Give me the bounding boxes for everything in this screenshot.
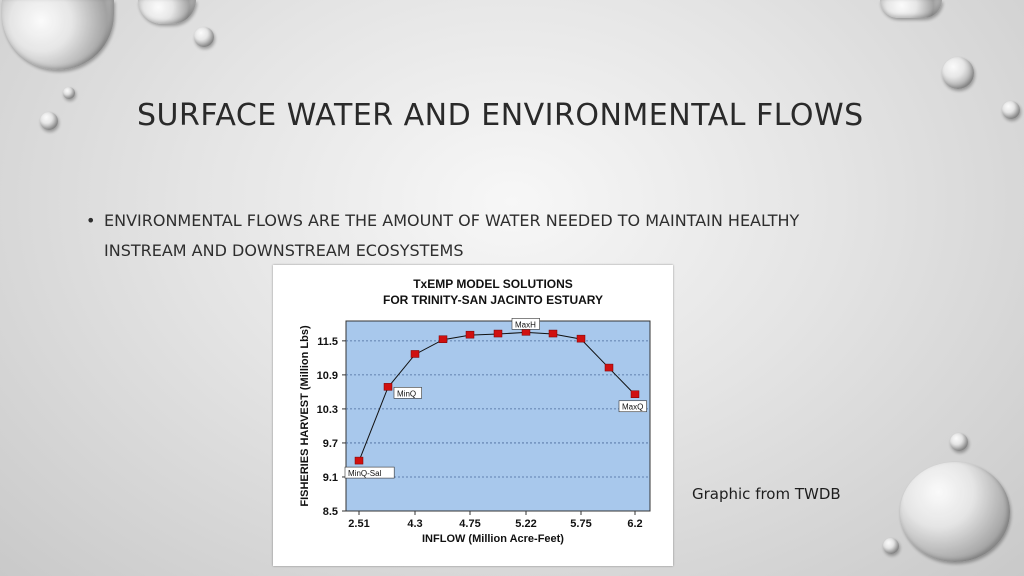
water-drop-decoration: [194, 27, 214, 47]
data-point: [604, 363, 614, 372]
data-point: [465, 330, 475, 339]
annotation-label: MinQ: [397, 389, 416, 398]
bullet-text: ENVIRONMENTAL FLOWS ARE THE AMOUNT OF WA…: [104, 211, 800, 260]
harvest-chart: TxEMP MODEL SOLUTIONS FOR TRINITY-SAN JAC…: [299, 277, 651, 545]
x-axis-label: INFLOW (Million Acre-Feet): [422, 533, 564, 545]
slide-title: SURFACE WATER AND ENVIRONMENTAL FLOWS: [137, 98, 864, 133]
data-point: [410, 350, 420, 358]
y-tick-label: 10.3: [317, 404, 338, 416]
data-point: [493, 329, 503, 338]
data-point: [548, 329, 558, 338]
y-tick-label: 9.1: [323, 472, 338, 484]
water-drop-decoration: [138, 0, 196, 24]
data-point: [354, 456, 364, 465]
annotation-box: [393, 387, 422, 399]
x-tick-label: 2.51: [348, 518, 369, 530]
water-drop-decoration: [942, 57, 974, 89]
water-drop-decoration: [950, 433, 968, 451]
water-drop-decoration: [63, 87, 75, 99]
data-point: [383, 383, 393, 391]
annotation-label: MaxQ: [622, 403, 643, 412]
water-drop-decoration: [900, 462, 1010, 562]
data-point: [438, 335, 448, 343]
data-point: [630, 390, 640, 398]
annotation-box: [344, 466, 395, 479]
x-tick-label: 6.2: [627, 518, 642, 530]
bullet-item: • ENVIRONMENTAL FLOWS ARE THE AMOUNT OF …: [86, 206, 886, 266]
annotation-label: MinQ-Sal: [348, 469, 382, 478]
water-drop-decoration: [1002, 101, 1020, 119]
x-tick-label: 4.75: [459, 518, 480, 530]
y-tick-label: 10.9: [317, 370, 338, 382]
y-axis-label: FISHERIES HARVEST (Million Lbs): [299, 325, 311, 507]
annotation-label: MaxH: [515, 320, 536, 329]
water-drop-decoration: [40, 112, 58, 130]
x-tick-label: 5.22: [515, 518, 536, 530]
water-drop-decoration: [880, 0, 942, 18]
bullet-marker: •: [86, 211, 96, 230]
graphic-credit: Graphic from TWDB: [692, 485, 841, 503]
y-tick-label: 11.5: [317, 336, 338, 348]
y-tick-label: 8.5: [323, 506, 338, 518]
x-tick-label: 4.3: [407, 518, 422, 530]
y-tick-label: 9.7: [323, 438, 338, 450]
chart-figure: TxEMP MODEL SOLUTIONS FOR TRINITY-SAN JAC…: [273, 265, 673, 566]
chart-title-line1: TxEMP MODEL SOLUTIONS: [413, 277, 573, 291]
chart-title-line2: FOR TRINITY-SAN JACINTO ESTUARY: [383, 293, 603, 307]
data-point: [576, 334, 586, 343]
x-tick-label: 5.75: [570, 518, 591, 530]
plot-area: [345, 320, 651, 512]
annotation-box: [618, 400, 647, 413]
water-drop-decoration: [2, 0, 114, 70]
annotation-box: [511, 318, 540, 330]
water-drop-decoration: [883, 538, 899, 554]
